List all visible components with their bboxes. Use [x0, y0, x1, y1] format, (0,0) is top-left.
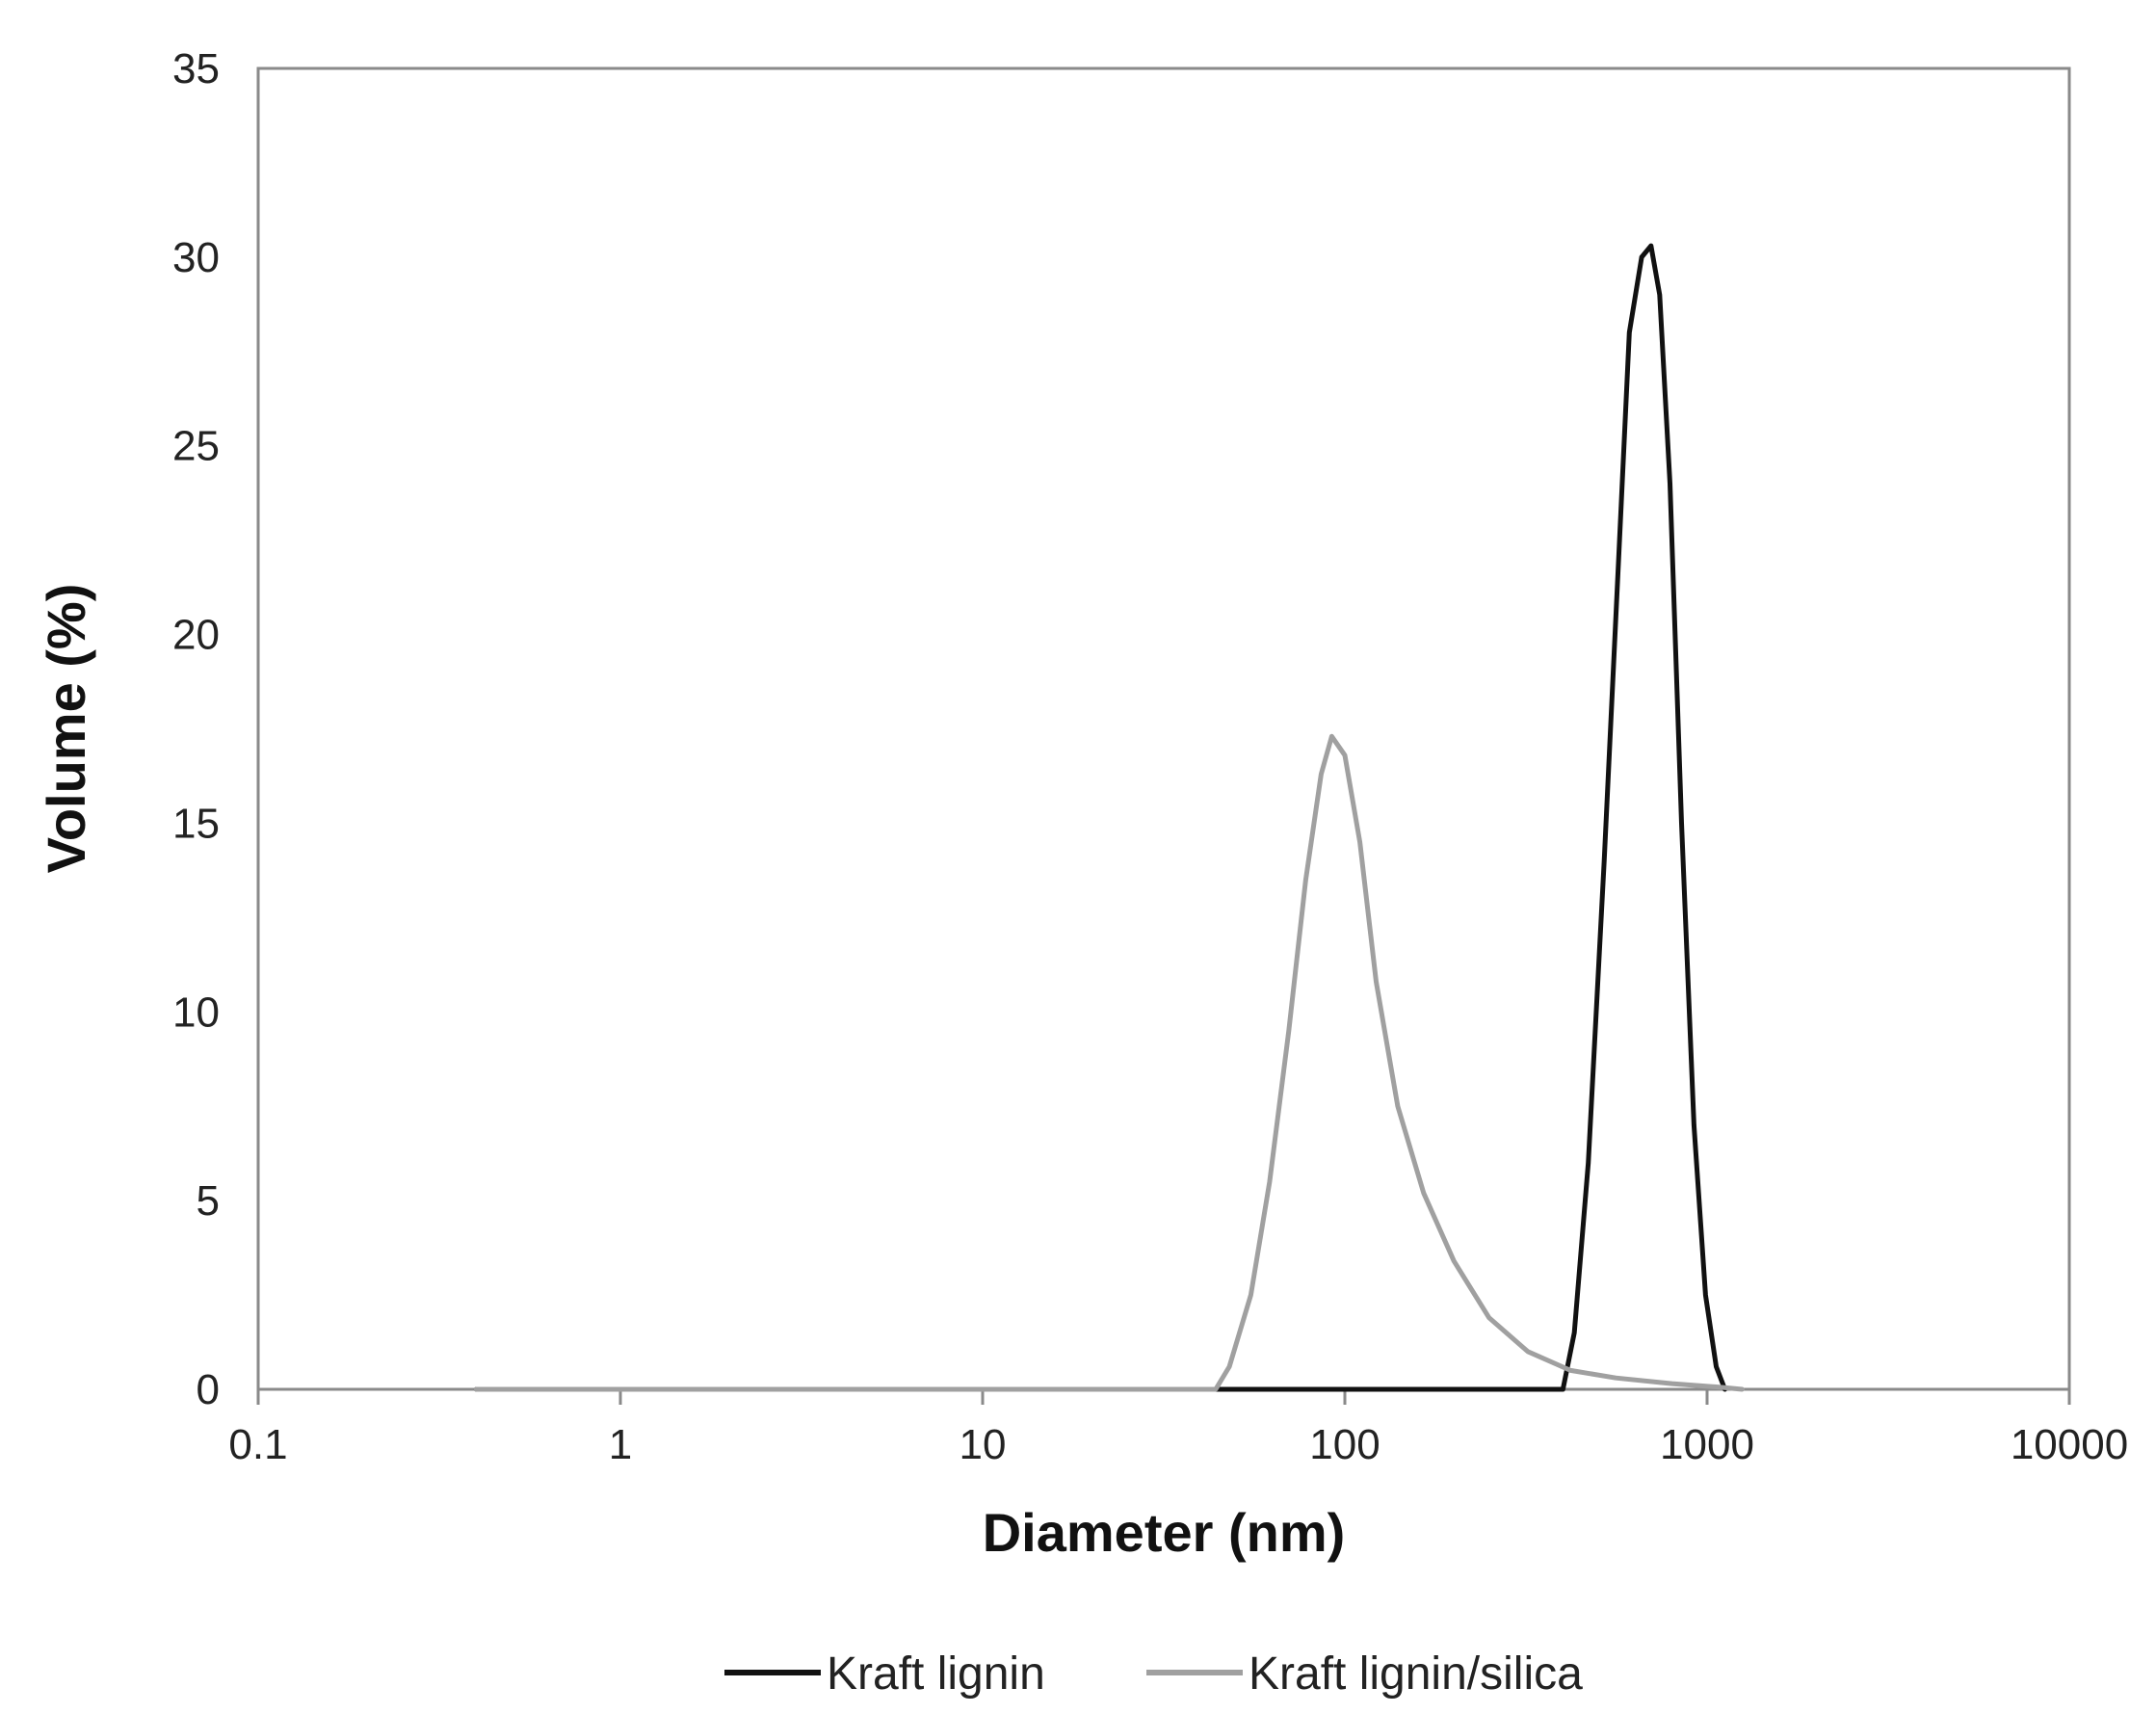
y-tick-label: 25: [172, 423, 220, 470]
y-tick-label: 35: [172, 45, 220, 92]
y-tick-label: 20: [172, 612, 220, 659]
x-tick-label: 100: [1309, 1421, 1380, 1468]
legend-label: Kraft lignin/silica: [1249, 1648, 1583, 1700]
y-tick-label: 15: [172, 800, 220, 847]
x-axis-title: Diameter (nm): [983, 1502, 1346, 1563]
series-line: [473, 733, 1745, 1392]
y-tick-label: 0: [197, 1366, 220, 1413]
legend: Kraft lignin Kraft lignin/silica: [724, 1648, 1583, 1700]
y-tick-label: 30: [172, 234, 220, 281]
y-tick-label: 10: [172, 989, 220, 1036]
x-tick-label: 1: [609, 1421, 632, 1468]
legend-label: Kraft lignin: [827, 1648, 1045, 1700]
series-lines: [473, 243, 1745, 1392]
x-tick-label: 0.1: [228, 1421, 287, 1468]
y-axis-title: Volume (%): [36, 584, 96, 874]
plot-area: [256, 66, 2071, 1391]
x-tick-labels: 0.1 1 10 100 1000 10000: [228, 1421, 2128, 1468]
x-tick-label: 1000: [1660, 1421, 1754, 1468]
y-tick-labels: 0 5 10 15 20 25 30 35: [172, 45, 220, 1413]
x-tick-label: 10000: [2011, 1421, 2128, 1468]
series-line: [473, 243, 1727, 1392]
x-tick-marks: [256, 1389, 2071, 1405]
y-tick-label: 5: [197, 1177, 220, 1225]
x-tick-label: 10: [960, 1421, 1007, 1468]
